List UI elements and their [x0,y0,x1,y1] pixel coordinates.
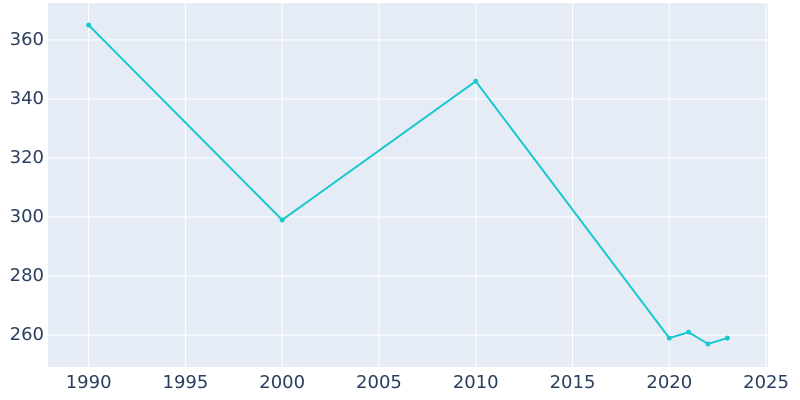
x-tick-label: 2005 [356,372,402,393]
y-tick-label: 280 [10,265,44,286]
x-tick-label: 2020 [646,372,692,393]
data-point [705,341,711,347]
data-point [279,217,285,223]
y-tick-label: 300 [10,206,44,227]
x-tick-label: 2000 [259,372,305,393]
y-tick-label: 260 [10,324,44,345]
x-tick-label: 2015 [550,372,596,393]
data-point [666,335,672,341]
x-tick-label: 2025 [743,372,789,393]
data-point [473,78,479,84]
data-point [86,22,92,28]
x-tick-label: 2010 [453,372,499,393]
y-tick-label: 320 [10,147,44,168]
x-tick-label: 1995 [163,372,209,393]
plot-area [48,3,768,367]
data-point [724,335,730,341]
x-tick-label: 1990 [66,372,112,393]
data-point [686,329,692,335]
y-tick-label: 360 [10,29,44,50]
y-tick-label: 340 [10,88,44,109]
